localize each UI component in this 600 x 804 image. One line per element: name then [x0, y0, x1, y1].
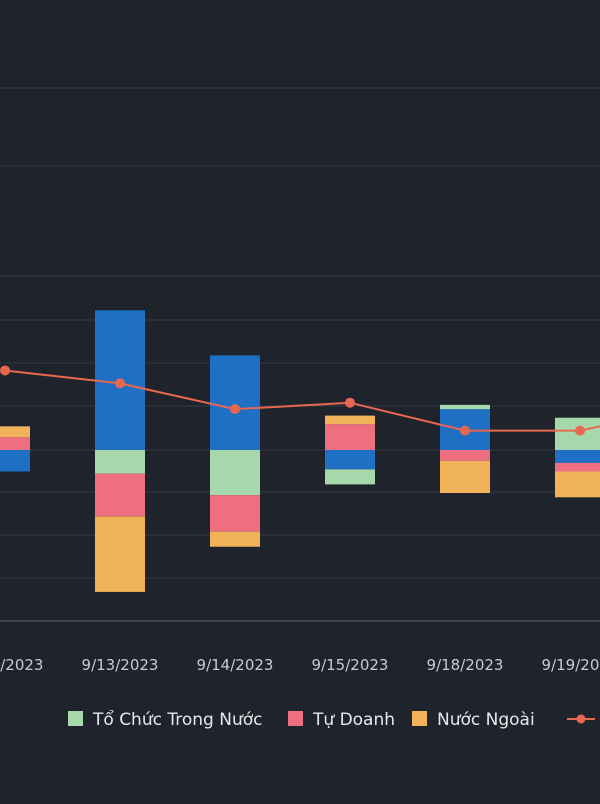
legend-label: Tự Doanh — [312, 710, 395, 730]
x-tick-label: 9/14/2023 — [197, 656, 274, 674]
x-tick-label: 9/18/2023 — [427, 656, 504, 674]
bar-segment — [0, 450, 30, 472]
legend-swatch — [412, 711, 427, 726]
legend-label: Nước Ngoài — [437, 710, 535, 730]
bar-segment — [95, 473, 145, 517]
line-series — [0, 365, 600, 436]
x-tick-label: 9/13/2023 — [82, 656, 159, 674]
legend-label: Tổ Chức Trong Nước — [92, 709, 262, 730]
legend-swatch — [288, 711, 303, 726]
bar-segment — [325, 424, 375, 450]
bar-segment — [555, 462, 600, 472]
line-point — [230, 404, 240, 415]
x-tick-label: 9/15/2023 — [312, 656, 389, 674]
line-path — [4, 369, 600, 432]
bar-segment — [325, 450, 375, 470]
bar-segment — [325, 469, 375, 485]
line-point — [575, 425, 585, 436]
bar-segment — [555, 450, 600, 463]
line-point — [345, 397, 355, 408]
bar-segment — [440, 404, 490, 410]
gridlines — [0, 87, 600, 622]
bar-segment — [0, 426, 30, 438]
x-tick-label: 9/19/2023 — [542, 656, 600, 674]
x-axis-ticks: 9/12/2023 9/13/2023 9/14/2023 9/15/2023 9/18… — [0, 656, 600, 674]
bar-segment — [210, 355, 260, 450]
bar-segment — [440, 450, 490, 461]
bar-segment — [440, 460, 490, 493]
bar-segment — [95, 516, 145, 592]
bar-stacks — [0, 310, 600, 592]
line-point — [0, 365, 10, 376]
line-point — [460, 425, 470, 436]
bar-segment — [95, 450, 145, 474]
bar-segment — [0, 437, 30, 450]
bar-segment — [210, 495, 260, 532]
legend-line-point — [576, 714, 586, 724]
x-tick-label: 9/12/2023 — [0, 656, 43, 674]
bar-segment — [210, 450, 260, 496]
bar-segment — [325, 415, 375, 425]
line-point — [115, 378, 125, 389]
bar-segment — [555, 471, 600, 498]
legend-swatch — [68, 711, 83, 726]
bar-segment — [210, 531, 260, 547]
